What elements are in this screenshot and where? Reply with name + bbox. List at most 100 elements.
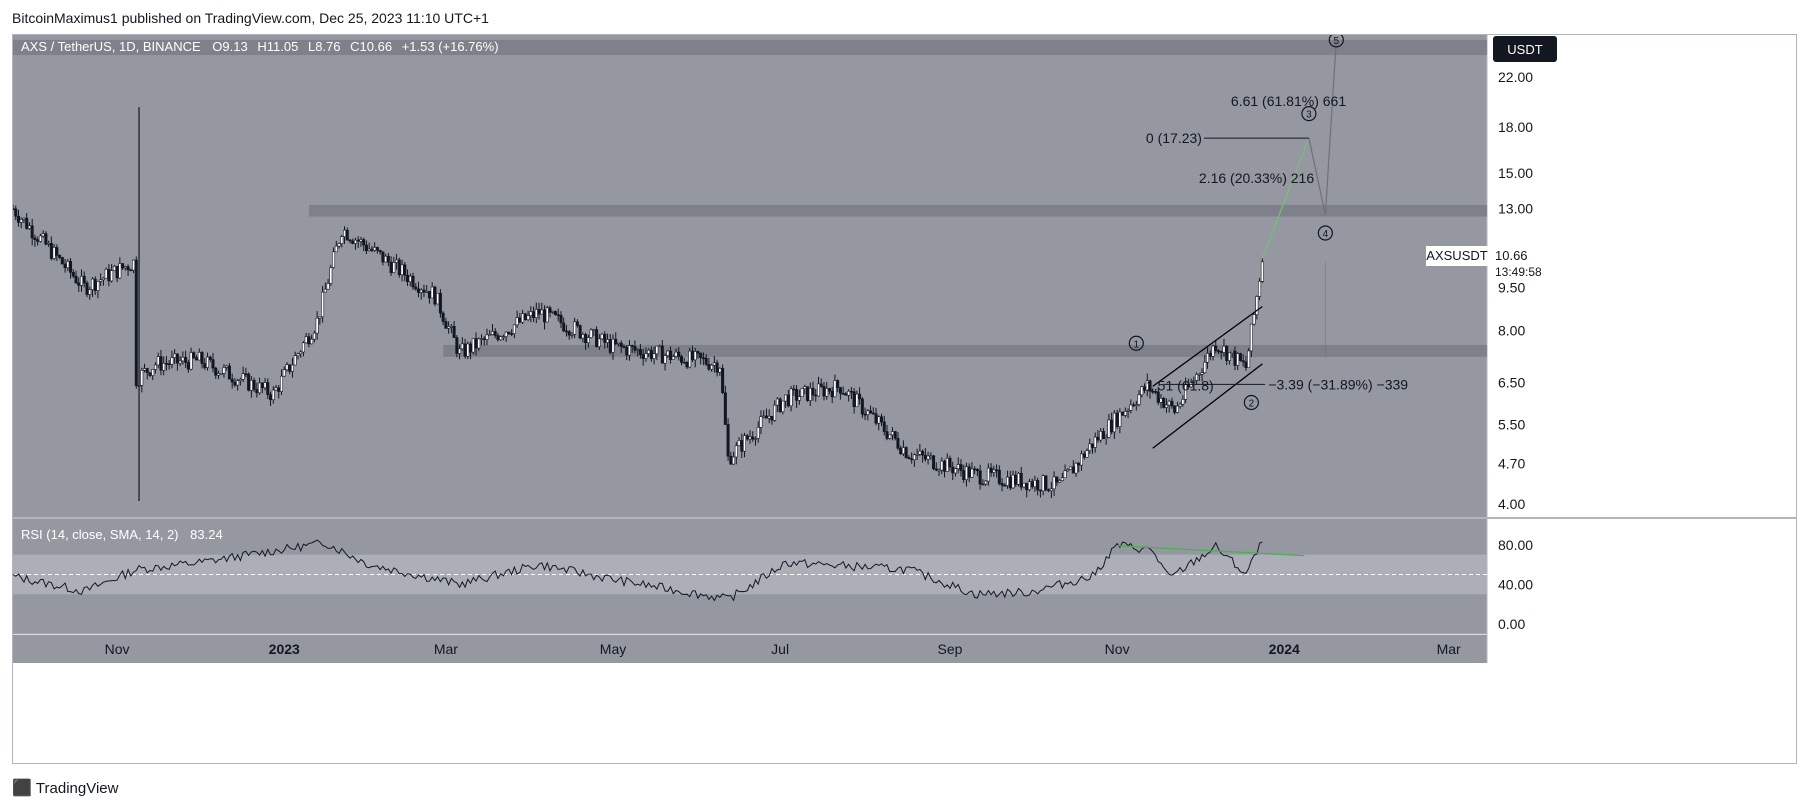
candle-body <box>660 345 664 364</box>
price-axis[interactable]: 22.0018.0015.0013.0011.009.508.006.505.5… <box>1498 69 1533 512</box>
brand-name: TradingView <box>35 779 119 797</box>
candle-body <box>1088 443 1092 451</box>
candle-body <box>307 336 311 345</box>
brand[interactable]: ⬛ TradingView <box>12 778 118 798</box>
price-tick-label: 22.00 <box>1498 69 1533 85</box>
price-tick-label: 15.00 <box>1498 165 1533 181</box>
candle-body <box>1143 386 1147 391</box>
time-axis-bg[interactable] <box>13 635 1487 663</box>
wave-label-2: 2 <box>1249 399 1255 410</box>
candle-body <box>293 355 297 366</box>
candle-body <box>1093 436 1097 448</box>
candle-body <box>871 412 875 415</box>
candle-body <box>1066 469 1070 472</box>
candle-body <box>622 346 626 348</box>
price-legend: AXS / TetherUS, 1D, BINANCE O9.13 H11.05… <box>21 39 499 54</box>
candle-body <box>74 275 78 284</box>
candle-body <box>526 315 530 320</box>
candle-body <box>910 458 914 461</box>
candle-body <box>362 239 366 246</box>
candle-body <box>937 469 941 472</box>
chart-svg[interactable]: 22.0018.0015.0013.0011.009.508.006.505.5… <box>13 35 1796 763</box>
candle-body <box>1074 462 1078 474</box>
candle-body <box>630 345 634 347</box>
candle-body <box>66 261 70 269</box>
rsi-legend: RSI (14, close, SMA, 14, 2) 83.24 <box>21 527 223 542</box>
candle-body <box>1022 482 1026 488</box>
candle-body <box>975 469 979 472</box>
candle-body <box>929 455 933 458</box>
candle-body <box>227 365 231 380</box>
candle-body <box>397 259 401 276</box>
candle-body <box>644 353 648 359</box>
candle-body <box>403 264 407 276</box>
candle-body <box>449 325 453 328</box>
candle-body <box>444 321 448 329</box>
time-tick-label: Sep <box>938 641 963 657</box>
candle-body <box>329 267 333 284</box>
candle-body <box>773 404 777 421</box>
candle-body <box>266 382 270 395</box>
candle-body <box>252 380 256 390</box>
candle-body <box>386 255 390 263</box>
candle-body <box>759 416 763 428</box>
candle-body <box>997 469 1001 484</box>
candle-body <box>940 460 944 471</box>
candle-body <box>222 367 226 374</box>
candle-body <box>343 229 347 237</box>
candle-body <box>959 464 963 471</box>
candle-body <box>367 248 371 252</box>
candle-body <box>493 331 497 336</box>
candle-body <box>608 339 612 353</box>
candle-body <box>162 362 166 371</box>
price-tick-label: 5.50 <box>1498 416 1525 432</box>
candle-body <box>334 245 338 253</box>
candle-body <box>496 335 500 341</box>
candle-body <box>819 383 823 387</box>
candle-body <box>1052 476 1056 490</box>
wave-label-1: 1 <box>1134 339 1140 350</box>
candle-body <box>1112 412 1116 433</box>
candle-body <box>1071 466 1075 474</box>
candle-body <box>110 270 114 282</box>
candle-body <box>345 229 349 241</box>
low-label: L <box>308 39 315 54</box>
candle-body <box>288 364 292 372</box>
candle-body <box>441 312 445 322</box>
candle-body <box>134 259 138 386</box>
time-axis[interactable]: Nov 2023 Mar May Jul Sep Nov 2024 Mar <box>105 641 1461 657</box>
currency-button[interactable]: USDT <box>1493 36 1557 62</box>
candle-body <box>956 464 960 469</box>
candle-body <box>890 431 894 436</box>
candle-body <box>729 455 733 465</box>
candle-body <box>611 338 615 353</box>
time-tick-label: Mar <box>434 641 458 657</box>
candle-body <box>715 362 719 373</box>
candle-body <box>885 431 889 439</box>
chart-frame[interactable]: 22.0018.0015.0013.0011.009.508.006.505.5… <box>12 34 1797 764</box>
candle-body <box>304 336 308 344</box>
candle-body <box>732 456 736 465</box>
candle-body <box>197 352 201 361</box>
candle-body <box>359 239 363 242</box>
candle-body <box>301 342 305 353</box>
candle-body <box>515 317 519 326</box>
candle-body <box>945 457 949 472</box>
candle-body <box>537 309 541 315</box>
candle-body <box>340 236 344 244</box>
candle-body <box>616 342 620 345</box>
rsi-tick-label: 40.00 <box>1498 576 1533 592</box>
rsi-axis[interactable]: 80.00 40.00 0.00 <box>1498 537 1533 632</box>
candle-body <box>838 387 842 394</box>
candle-body <box>1167 400 1171 406</box>
candle-body <box>647 349 651 354</box>
candle-body <box>1019 473 1023 488</box>
candle-body <box>764 415 768 419</box>
candle-body <box>164 362 168 365</box>
candle-body <box>551 311 555 313</box>
candle-body <box>274 387 278 391</box>
candle-body <box>195 357 199 361</box>
candle-body <box>762 415 766 418</box>
close-label: C <box>350 39 359 54</box>
symbol-label: AXS / TetherUS, 1D, BINANCE <box>21 39 201 54</box>
